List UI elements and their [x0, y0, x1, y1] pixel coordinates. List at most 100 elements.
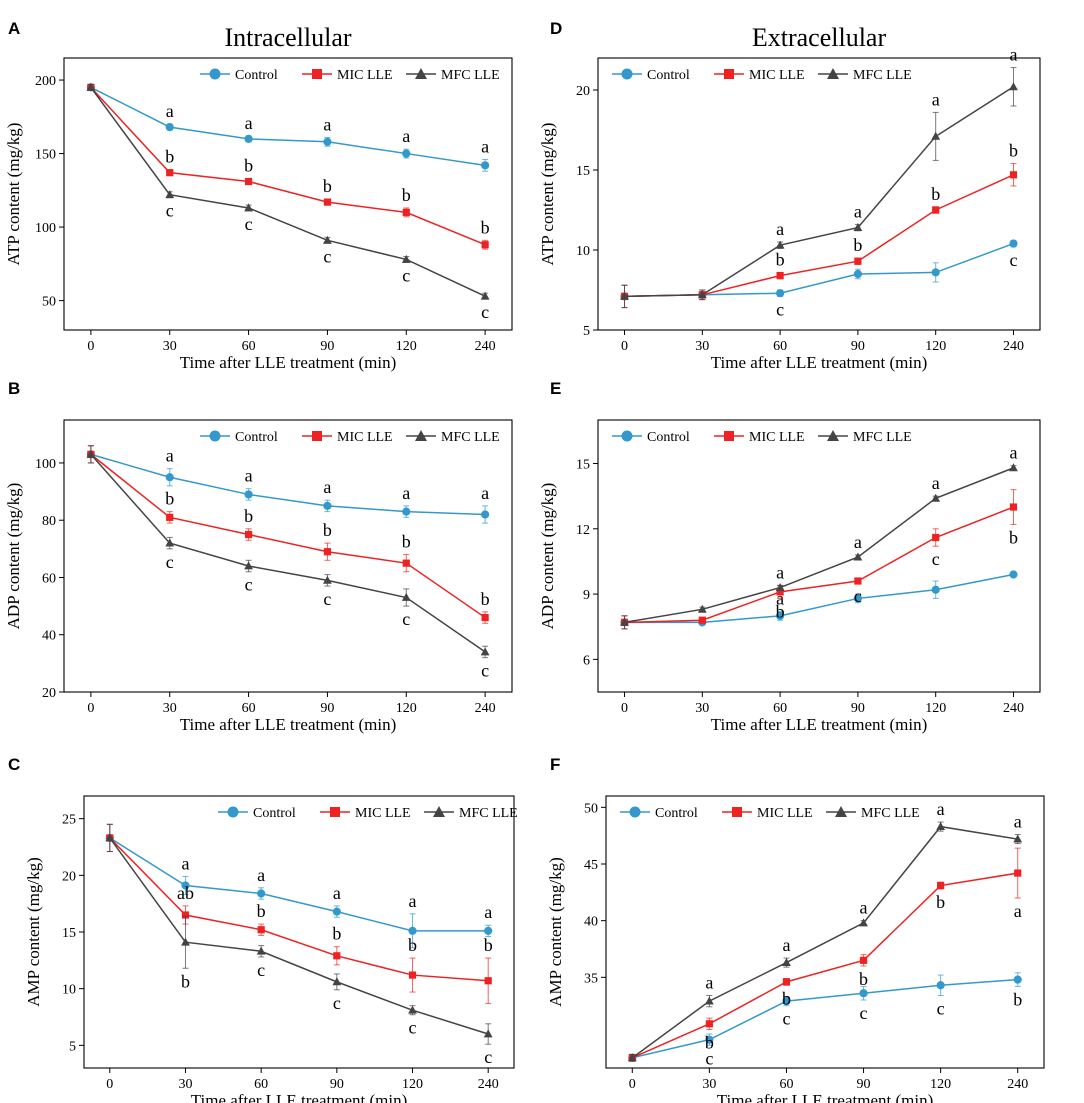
x-tick-label: 90	[320, 701, 334, 716]
significance-letter: a	[776, 219, 784, 239]
significance-letter: a	[705, 972, 713, 992]
significance-letter: b	[853, 235, 862, 255]
legend-marker	[209, 430, 221, 442]
series-line	[624, 467, 1014, 624]
x-tick-label: 0	[621, 339, 628, 354]
data-point	[402, 208, 410, 216]
data-point	[256, 946, 266, 955]
panel-label: A	[8, 19, 20, 38]
legend: Control MIC LLE MFC LLE	[612, 430, 912, 445]
data-point	[705, 1020, 713, 1028]
significance-letter: c	[409, 1018, 417, 1038]
data-point	[332, 907, 341, 916]
data-point	[705, 1035, 714, 1044]
legend-marker	[724, 69, 734, 79]
significance-letter: b	[244, 506, 253, 526]
data-point	[481, 510, 490, 519]
legend-marker	[621, 430, 633, 442]
y-tick-label: 50	[584, 801, 598, 816]
legend-label: MIC LLE	[749, 68, 805, 83]
legend-label: MIC LLE	[337, 68, 393, 83]
significance-letter: c	[323, 246, 331, 266]
significance-letter: c	[776, 299, 784, 319]
series-mic-lle: b b b b b	[87, 445, 490, 624]
y-tick-label: 9	[583, 588, 590, 603]
x-tick-label: 240	[1003, 339, 1024, 354]
legend-label: MFC LLE	[853, 430, 912, 445]
data-point	[1013, 975, 1022, 984]
significance-letter: c	[860, 1003, 868, 1023]
significance-letter: c	[932, 549, 940, 569]
significance-letter: a	[257, 865, 265, 885]
data-point	[323, 137, 332, 146]
data-point	[165, 190, 175, 199]
panel-label: D	[550, 19, 562, 38]
data-point	[105, 833, 115, 842]
legend: Control MIC LLE MFC LLE	[200, 430, 500, 445]
data-point	[401, 592, 411, 601]
x-tick-label: 60	[254, 1077, 268, 1092]
legend-label: MIC LLE	[355, 806, 411, 821]
y-tick-label: 5	[69, 1039, 76, 1054]
data-point	[775, 582, 785, 591]
series-mfc-lle: a a a a	[620, 443, 1018, 630]
y-tick-label: 10	[576, 244, 590, 259]
legend-marker	[433, 806, 445, 817]
legend-marker	[330, 807, 340, 817]
data-point	[484, 926, 493, 935]
legend-marker	[629, 806, 641, 818]
data-point	[323, 235, 332, 244]
data-point	[402, 507, 411, 516]
data-point	[776, 611, 785, 620]
legend-marker	[415, 430, 427, 441]
data-point	[936, 981, 945, 990]
data-point	[931, 585, 940, 594]
significance-letter: a	[409, 891, 417, 911]
significance-letter: c	[257, 960, 265, 980]
data-point	[244, 530, 253, 539]
significance-letter: a	[323, 114, 331, 134]
legend-label: MIC LLE	[337, 430, 393, 445]
x-tick-label: 240	[475, 701, 496, 716]
legend: Control MIC LLE MFC LLE	[620, 806, 920, 821]
data-point	[481, 241, 489, 249]
data-point	[859, 918, 868, 927]
data-point	[244, 134, 253, 143]
y-axis-label: ADP content (mg/kg)	[538, 483, 557, 630]
panel-e: E 6 9 12 15 0 30 60 90 120 240 Time after LLE treat…	[538, 379, 1041, 734]
data-point	[937, 881, 945, 890]
significance-letter: a	[776, 562, 784, 582]
x-axis-label: Time after LLE treatment (min)	[717, 1091, 934, 1103]
panel-a: A Intracellular 50 100 150 200 0 30 60 90 120 240 Ti…	[4, 19, 513, 372]
data-point	[408, 926, 417, 935]
data-point	[931, 493, 941, 502]
data-point	[408, 1005, 417, 1014]
significance-letter: b	[323, 176, 332, 196]
panel-label: C	[8, 755, 20, 774]
data-point	[782, 997, 791, 1006]
legend-label: Control	[647, 68, 690, 83]
series-mfc-lle: c c c c c	[86, 82, 490, 322]
legend-marker	[732, 807, 742, 817]
series-line	[624, 506, 1014, 624]
panel-label: F	[550, 755, 560, 774]
plot-frame	[597, 419, 1041, 693]
significance-letter: b	[257, 901, 266, 921]
x-tick-label: 0	[87, 339, 94, 354]
data-point	[165, 538, 175, 547]
y-axis-label: AMP content (mg/kg)	[24, 857, 43, 1007]
x-tick-label: 90	[851, 339, 865, 354]
data-point	[402, 149, 411, 158]
data-point	[244, 490, 253, 499]
data-point	[931, 268, 940, 277]
data-point	[697, 290, 707, 299]
significance-letter: b	[1009, 141, 1018, 161]
data-point	[165, 473, 174, 482]
data-point	[620, 291, 629, 300]
significance-letter: c	[333, 993, 341, 1013]
series-line	[90, 86, 486, 246]
legend-label: Control	[253, 806, 296, 821]
series-line	[109, 837, 489, 982]
series-line	[624, 174, 1014, 298]
